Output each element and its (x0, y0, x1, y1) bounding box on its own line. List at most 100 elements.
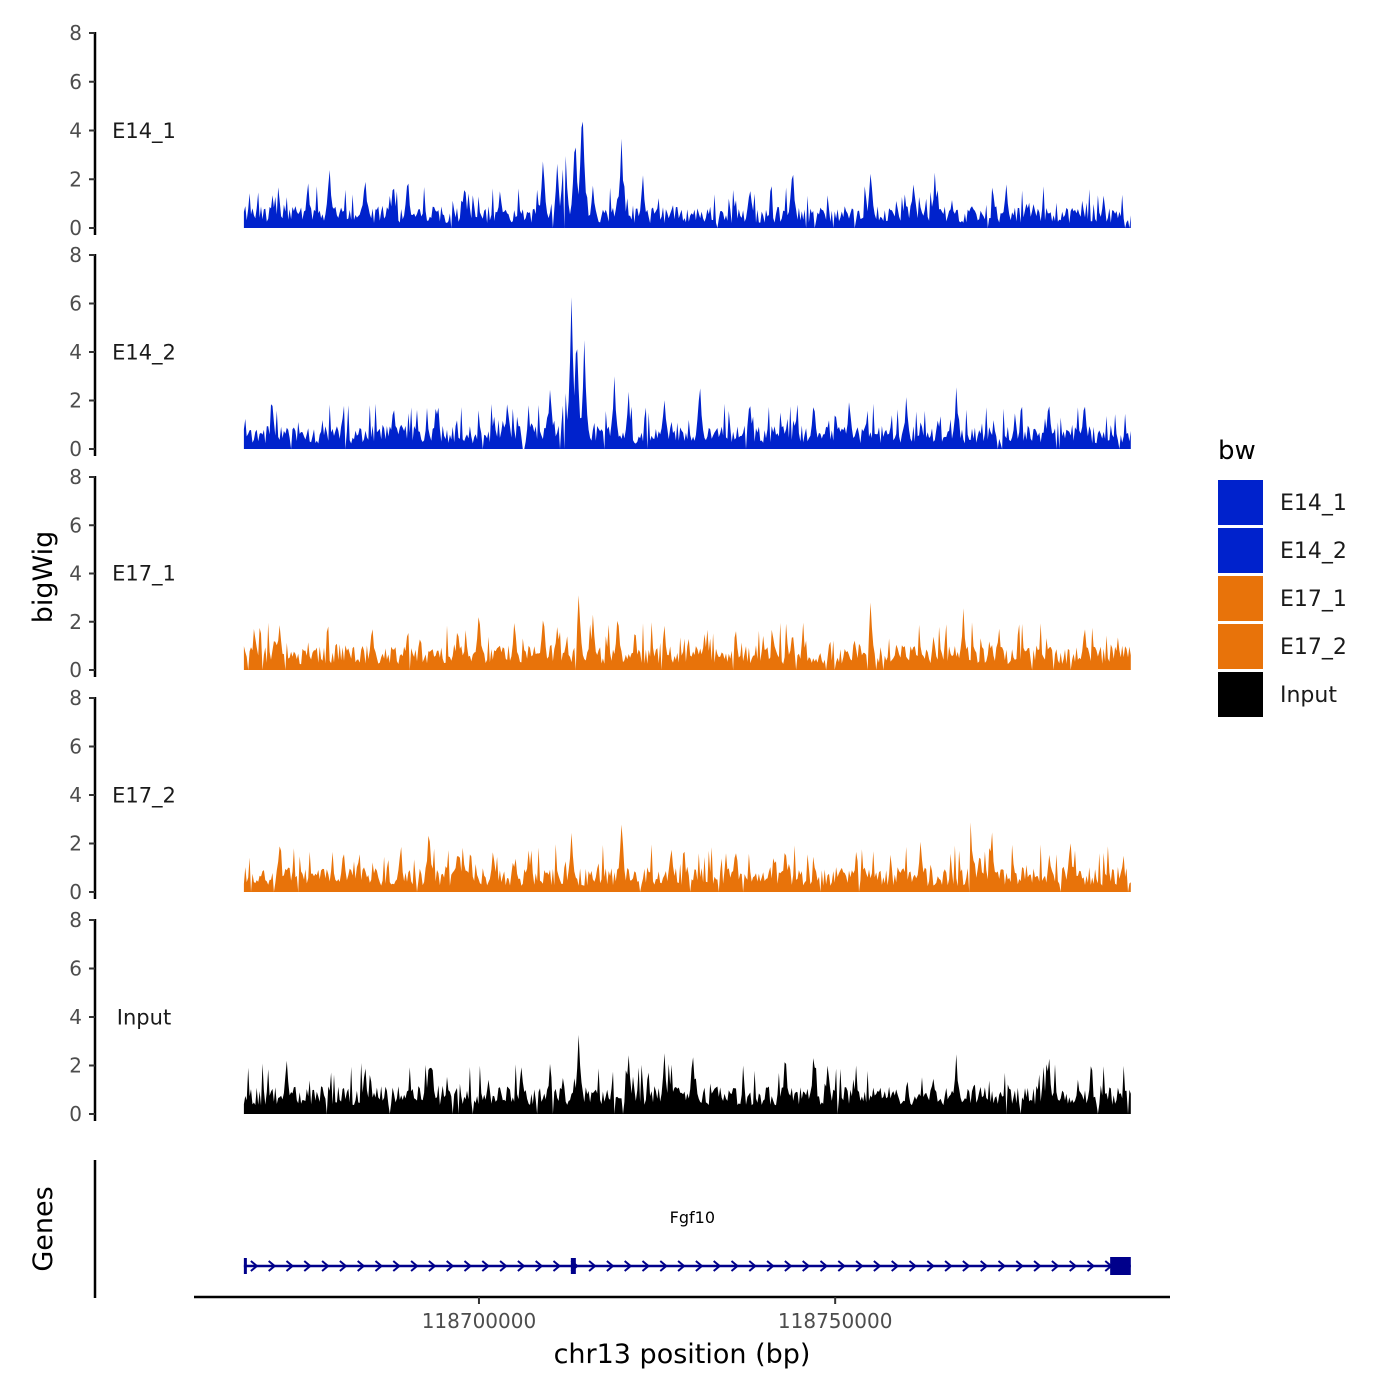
strand-arrow (962, 1260, 971, 1272)
y-tick-label: 4 (69, 562, 82, 586)
legend-swatch-E14_1 (1218, 480, 1263, 525)
y-tick-label: 0 (69, 216, 82, 240)
x-axis: 118700000 118750000 (194, 1295, 1170, 1333)
strand-arrow (499, 1260, 508, 1272)
strand-arrow (641, 1260, 651, 1272)
y-tick-label: 2 (69, 167, 82, 191)
strand-arrow (285, 1260, 295, 1272)
track-E17_1: 0 2 4 6 8 E17_1 (69, 465, 1131, 682)
track-E17_2: 0 2 4 6 8 E17_2 (69, 686, 1131, 904)
genes-axis-title: Genes (28, 1186, 59, 1271)
strand-arrow (1015, 1260, 1024, 1272)
legend: bw E14_1 E14_2 E17_1 E17_2 Input (1218, 436, 1347, 717)
strand-arrow (357, 1260, 366, 1272)
y-tick-label: 8 (69, 908, 82, 932)
strand-arrow (997, 1260, 1007, 1272)
track-label: Input (117, 1005, 171, 1029)
legend-swatch-E17_2 (1218, 624, 1263, 669)
strand-arrow (1069, 1260, 1078, 1272)
track-signal-area (243, 121, 1131, 228)
strand-arrow (1051, 1260, 1060, 1272)
gene-exon (243, 1258, 247, 1274)
y-tick-label: 4 (69, 340, 82, 364)
strand-arrow (855, 1260, 864, 1272)
track-signal-area (243, 595, 1131, 670)
strand-arrow (268, 1260, 277, 1272)
y-tick-label: 8 (69, 465, 82, 489)
strand-arrow (659, 1260, 668, 1272)
strand-arrow (303, 1260, 312, 1272)
strand-arrow (321, 1260, 330, 1272)
y-tick-label: 0 (69, 1102, 82, 1126)
strand-arrow (766, 1260, 775, 1272)
track-label: E14_1 (112, 119, 176, 144)
y-tick-label: 6 (69, 70, 82, 94)
strand-arrow (463, 1260, 473, 1272)
gene-exon (570, 1258, 576, 1274)
strand-arrow (944, 1260, 953, 1272)
x-tick-label: 118700000 (422, 1309, 537, 1333)
bigwig-tracks: 0 2 4 6 8 E14_1 0 2 4 6 8 E14_2 0 2 4 6 8 E17_1 0 2 4 6 8 E17_2… (69, 21, 1131, 1126)
strand-arrow (552, 1260, 562, 1272)
strand-arrow (588, 1260, 597, 1272)
y-tick-label: 2 (69, 389, 82, 413)
y-tick-label: 2 (69, 610, 82, 634)
legend-label: E17_1 (1280, 587, 1347, 612)
gene-Fgf10: Fgf10 (243, 1208, 1131, 1275)
track-E14_1: 0 2 4 6 8 E14_1 (69, 21, 1131, 240)
legend-label: E14_1 (1280, 491, 1347, 516)
y-tick-label: 2 (69, 1054, 82, 1078)
strand-arrow (677, 1260, 686, 1272)
track-label: E14_2 (112, 340, 176, 365)
strand-arrow (873, 1260, 882, 1272)
y-tick-label: 4 (69, 119, 82, 143)
track-signal-area (243, 297, 1131, 449)
legend-swatch-Input (1218, 672, 1263, 717)
strand-arrow (535, 1260, 544, 1272)
track-E14_2: 0 2 4 6 8 E14_2 (69, 243, 1131, 461)
strand-arrow (819, 1260, 829, 1272)
track-signal-area (243, 1034, 1131, 1114)
strand-arrow (374, 1260, 384, 1272)
y-tick-label: 2 (69, 832, 82, 856)
strand-arrow (926, 1260, 935, 1272)
legend-swatch-E17_1 (1218, 576, 1263, 621)
strand-arrow (1033, 1260, 1042, 1272)
strand-arrow (784, 1260, 793, 1272)
strand-arrow (410, 1260, 419, 1272)
y-tick-label: 6 (69, 292, 82, 316)
legend-swatch-E14_2 (1218, 528, 1263, 573)
legend-label: Input (1280, 683, 1337, 708)
legend-label: E17_2 (1280, 635, 1347, 660)
strand-arrow (908, 1260, 918, 1272)
y-tick-label: 4 (69, 783, 82, 807)
strand-arrow (695, 1260, 704, 1272)
strand-arrow (606, 1260, 615, 1272)
track-label: E17_2 (112, 783, 176, 808)
strand-arrow (730, 1260, 740, 1272)
strand-arrow (446, 1260, 455, 1272)
strand-arrow (837, 1260, 846, 1272)
x-axis-title: chr13 position (bp) (554, 1339, 811, 1370)
strand-arrow (517, 1260, 526, 1272)
y-axis-title: bigWig (28, 531, 59, 624)
strand-arrow (250, 1260, 259, 1272)
strand-arrow (980, 1260, 989, 1272)
gene-label: Fgf10 (670, 1208, 715, 1227)
legend-title: bw (1218, 436, 1256, 466)
y-tick-label: 6 (69, 735, 82, 759)
y-tick-label: 8 (69, 243, 82, 267)
strand-arrow (428, 1260, 437, 1272)
track-signal-area (243, 822, 1131, 892)
y-tick-label: 0 (69, 880, 82, 904)
gene-exon (1110, 1257, 1131, 1275)
y-tick-label: 4 (69, 1005, 82, 1029)
y-tick-label: 6 (69, 957, 82, 981)
legend-label: E14_2 (1280, 539, 1347, 564)
strand-arrow (802, 1260, 811, 1272)
genes-panel: Fgf10 (93, 1160, 1131, 1298)
track-label: E17_1 (112, 562, 176, 587)
y-tick-label: 8 (69, 21, 82, 45)
y-tick-label: 0 (69, 437, 82, 461)
